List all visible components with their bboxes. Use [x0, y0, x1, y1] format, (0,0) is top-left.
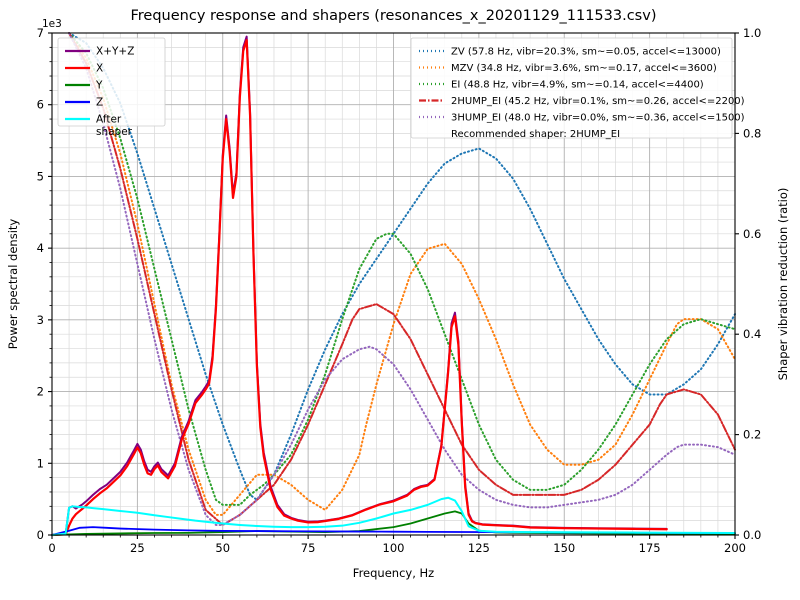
ytick-right-label: 1.0	[743, 26, 761, 40]
chart-title: Frequency response and shapers (resonanc…	[131, 8, 657, 24]
psd-legend-label: X	[96, 63, 103, 75]
axes-layer	[48, 32, 739, 539]
xtick-label: 175	[639, 541, 661, 555]
series-line-after-shaper	[51, 496, 736, 536]
ytick-label: 3	[37, 313, 44, 327]
shaper-legend-label-mzv: MZV (34.8 Hz, vibr=3.6%, sm~=0.17, accel…	[451, 63, 717, 74]
psd-legend-label: X+Y+Z	[96, 46, 134, 58]
ytick-right-label: 0.2	[743, 428, 761, 442]
series-line-3hump_ei	[68, 32, 736, 526]
psd-legend-label: Y	[95, 80, 103, 92]
xtick-label: 100	[383, 541, 405, 555]
ytick-label: 6	[37, 98, 44, 112]
ytick-label: 2	[37, 385, 44, 399]
ytick-label: 7	[37, 26, 44, 40]
shaper-legend-label-ei: EI (48.8 Hz, vibr=4.9%, sm~=0.14, accel<…	[451, 80, 704, 91]
ytick-label: 0	[37, 528, 44, 542]
xtick-label: 0	[48, 541, 55, 555]
series-line-ei	[68, 32, 736, 506]
shaper-legend-label-zv: ZV (57.8 Hz, vibr=20.3%, sm~=0.05, accel…	[451, 47, 721, 58]
series-line-2hump_ei	[68, 32, 736, 526]
ytick-right-label: 0.0	[743, 528, 761, 542]
ytick-label: 1	[37, 456, 44, 470]
ytick-right-label: 0.8	[743, 126, 761, 140]
series-line-x	[50, 39, 668, 537]
xtick-label: 50	[215, 541, 230, 555]
series-line-mzv	[68, 32, 736, 516]
shaper-legend-box	[410, 37, 733, 139]
recommended-shaper-label: Recommended shaper: 2HUMP_EI	[451, 129, 620, 140]
y-axis-right-label: Shaper vibration reduction (ratio)	[776, 188, 790, 381]
psd-legend-label: Z	[96, 97, 103, 109]
x-axis-label: Frequency, Hz	[353, 566, 434, 580]
psd-legend-box	[57, 37, 166, 127]
labels-layer: 0 25 50 75 100 125 150 175 200 0 1 2 3 4 5 6 7 0.0 0.2 0.4 0…	[6, 8, 790, 580]
ytick-label: 5	[37, 169, 44, 183]
ytick-right-label: 0.6	[743, 227, 761, 241]
xtick-label: 150	[553, 541, 575, 555]
shaper-legend-label-3hump_ei: 3HUMP_EI (48.0 Hz, vibr=0.0%, sm~=0.36, …	[451, 113, 745, 124]
xtick-label: 125	[468, 541, 490, 555]
shaper-legend-label-2hump_ei: 2HUMP_EI (45.2 Hz, vibr=0.1%, sm~=0.26, …	[451, 96, 745, 107]
y-axis-label: Power spectral density	[6, 219, 20, 350]
series-layer	[50, 32, 736, 537]
y-axis-offset-text: 1e3	[42, 18, 62, 30]
xtick-label: 25	[130, 541, 145, 555]
psd-legend-label: After	[96, 114, 122, 126]
psd-legend-label-cont: shaper	[96, 126, 133, 138]
ytick-right-label: 0.4	[743, 327, 761, 341]
ytick-label: 4	[37, 241, 44, 255]
xtick-label: 200	[724, 541, 746, 555]
series-line-zv	[68, 32, 736, 501]
xtick-label: 75	[301, 541, 316, 555]
